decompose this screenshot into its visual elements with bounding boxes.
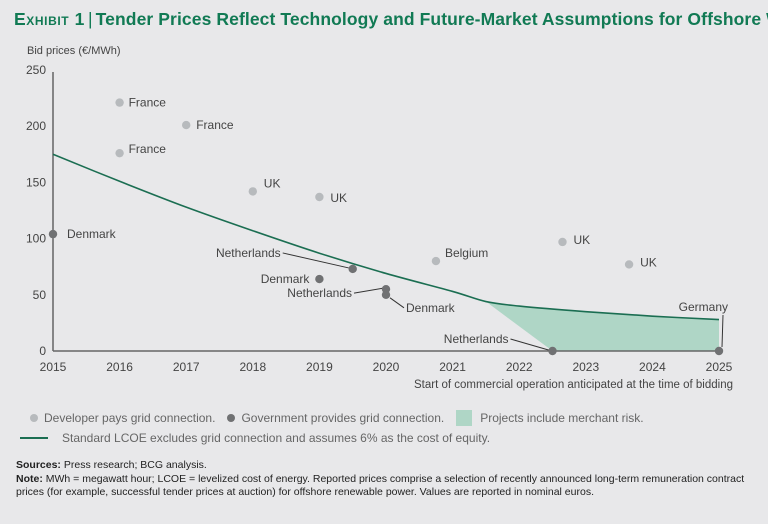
legend-item-merchant: Projects include merchant risk. — [456, 410, 644, 426]
x-axis-label: Start of commercial operation anticipate… — [414, 379, 733, 391]
leader-line — [389, 297, 405, 309]
developer-point — [624, 260, 634, 269]
y-tick-label: 250 — [26, 63, 46, 77]
light-dot-icon — [30, 414, 38, 422]
legend-row-2: Standard LCOE excludes grid connection a… — [20, 428, 656, 448]
developer-point — [431, 256, 441, 266]
developer-point-label: UK — [330, 191, 347, 205]
y-tick-label: 100 — [26, 232, 46, 246]
x-tick-label: 2019 — [306, 360, 333, 374]
y-tick-label: 200 — [26, 119, 46, 133]
sources-label: Sources: — [16, 459, 61, 471]
x-tick-label: 2022 — [506, 360, 533, 374]
exhibit-title: Exhibit 1 | Tender Prices Reflect Technolo… — [14, 9, 768, 30]
notes: Sources: Press research; BCG analysis. N… — [16, 459, 746, 500]
developer-point — [248, 187, 257, 196]
developer-point-label: UK — [640, 255, 657, 269]
title-text: Tender Prices Reflect Technology and Fut… — [95, 9, 768, 29]
note-text: MWh = megawatt hour; LCOE = levelized co… — [16, 472, 745, 499]
leader-line — [721, 314, 724, 348]
leader-line — [353, 287, 384, 294]
y-tick-label: 0 — [39, 344, 46, 358]
x-tick-label: 2023 — [572, 360, 599, 374]
legend-label-government: Government provides grid connection. — [241, 411, 445, 425]
legend-item-developer: Developer pays grid connection. — [30, 411, 215, 425]
y-tick-label: 50 — [33, 288, 47, 302]
y-axis-label: Bid prices (€/MWh) — [27, 45, 121, 57]
government-point-label: Netherlands — [216, 246, 281, 260]
government-point-label: Denmark — [406, 301, 456, 315]
government-point-label: Netherlands — [444, 332, 509, 346]
sources-line: Sources: Press research; BCG analysis. — [16, 459, 746, 473]
government-point-label: Denmark — [261, 272, 311, 286]
government-point — [548, 346, 557, 356]
developer-point-label: UK — [573, 233, 590, 247]
developer-point — [115, 98, 124, 107]
legend: Developer pays grid connection. Governme… — [20, 408, 656, 448]
government-point — [48, 229, 58, 239]
government-point-label: Germany — [679, 300, 728, 314]
x-tick-label: 2016 — [106, 360, 133, 374]
legend-label-lcoe: Standard LCOE excludes grid connection a… — [62, 431, 491, 445]
developer-point — [182, 120, 191, 130]
x-tick-label: 2017 — [173, 360, 200, 374]
developer-point — [315, 192, 324, 202]
sources-text: Press research; BCG analysis. — [60, 459, 207, 471]
y-tick-label: 150 — [26, 175, 46, 189]
lcoe-line-icon — [20, 437, 48, 439]
legend-label-developer: Developer pays grid connection. — [44, 411, 216, 425]
developer-point-label: Belgium — [445, 246, 488, 260]
leader-line — [282, 252, 349, 269]
merchant-swatch-icon — [456, 410, 473, 426]
developer-point-label: France — [196, 118, 234, 132]
government-point — [381, 290, 391, 299]
developer-point-label: France — [129, 142, 167, 156]
exhibit-number: Exhibit 1 — [14, 9, 86, 29]
dark-dot-icon — [227, 414, 236, 422]
government-point — [315, 274, 324, 284]
x-tick-label: 2020 — [373, 360, 400, 374]
x-tick-label: 2021 — [439, 360, 466, 374]
x-tick-label: 2025 — [706, 360, 733, 374]
x-tick-label: 2015 — [40, 360, 67, 374]
government-point-label: Netherlands — [287, 286, 352, 300]
government-point-label: Denmark — [67, 227, 117, 241]
developer-point — [558, 237, 567, 247]
developer-point-label: UK — [264, 176, 281, 190]
lcoe-curve — [52, 153, 720, 321]
leader-line — [510, 338, 549, 351]
note-line: Note: MWh = megawatt hour; LCOE = leveli… — [16, 473, 746, 500]
x-tick-label: 2024 — [639, 360, 666, 374]
x-tick-label: 2018 — [239, 360, 266, 374]
title-separator: | — [88, 9, 93, 29]
developer-point — [115, 148, 124, 158]
note-label: Note: — [16, 472, 43, 485]
government-point — [714, 346, 724, 356]
legend-label-merchant: Projects include merchant risk. — [480, 411, 644, 425]
government-point — [348, 264, 357, 274]
developer-point-label: France — [129, 96, 167, 110]
legend-item-government: Government provides grid connection. — [227, 411, 444, 425]
scatter-chart: Bid prices (€/MWh) 0 50 100 150 200 250 2015 20… — [26, 45, 733, 391]
merchant-risk-area — [485, 301, 719, 351]
legend-row-1: Developer pays grid connection. Governme… — [30, 408, 656, 428]
